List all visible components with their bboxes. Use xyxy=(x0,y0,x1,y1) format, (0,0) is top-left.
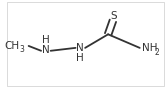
Text: NH: NH xyxy=(142,43,157,53)
Text: N: N xyxy=(42,45,50,55)
Text: 3: 3 xyxy=(19,45,24,54)
Text: S: S xyxy=(111,11,117,21)
Text: CH: CH xyxy=(4,41,19,51)
Text: H: H xyxy=(42,35,50,45)
Text: N: N xyxy=(77,43,84,53)
Text: H: H xyxy=(77,53,84,63)
Text: 2: 2 xyxy=(154,48,159,57)
